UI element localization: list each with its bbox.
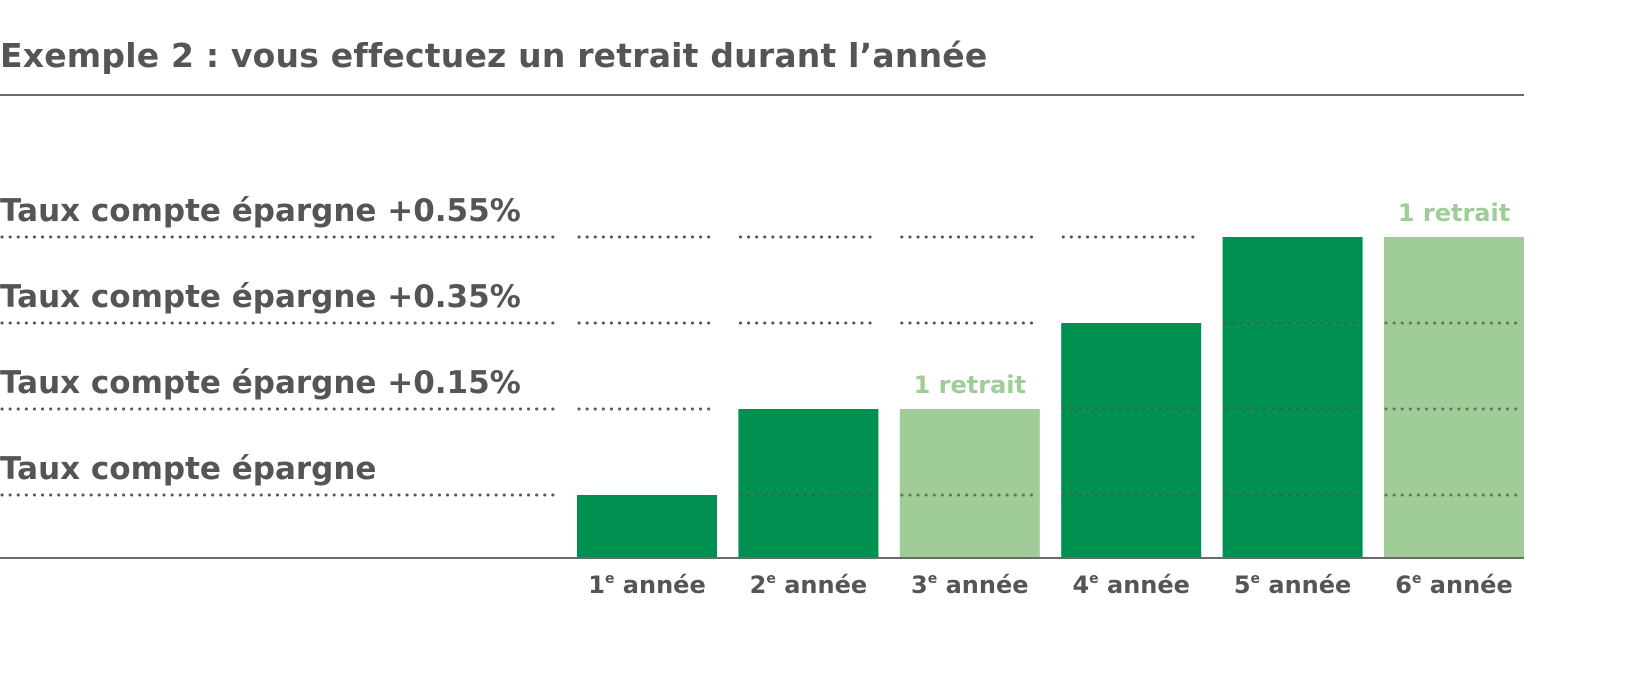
bar-1 [577,495,717,558]
bar-3 [899,409,1040,558]
bar-4 [1061,323,1202,558]
title-divider [0,94,1524,96]
x-label-4: 4e année [1072,571,1189,599]
level-labels: Taux compte épargne Taux compte épargne +… [0,193,521,487]
annotation-retrait-6: 1 retrait [1398,199,1510,227]
bar-6 [1384,237,1524,558]
bar-2 [738,409,879,558]
x-label-2: 2e année [750,571,867,599]
bar-5 [1222,237,1363,558]
level-label-2: Taux compte épargne +0.35% [0,279,521,315]
annotations: 1 retrait 1 retrait [914,199,1511,399]
bars [577,237,1524,558]
level-dots-over-bars [738,321,1524,497]
x-label-6: 6e année [1395,571,1512,599]
chart-title: Exemple 2 : vous effectuez un retrait du… [0,36,988,75]
x-label-5: 5e année [1234,571,1351,599]
x-label-3: 3e année [911,571,1028,599]
level-label-3: Taux compte épargne +0.55% [0,193,521,229]
x-axis-labels: 1e année 2e année 3e année 4e année 5e année… [588,571,1512,599]
level-label-0: Taux compte épargne [0,451,376,487]
level-gridlines [0,235,1201,497]
level-label-1: Taux compte épargne +0.15% [0,365,521,401]
x-label-1: 1e année [588,571,705,599]
annotation-retrait-3: 1 retrait [914,371,1026,399]
